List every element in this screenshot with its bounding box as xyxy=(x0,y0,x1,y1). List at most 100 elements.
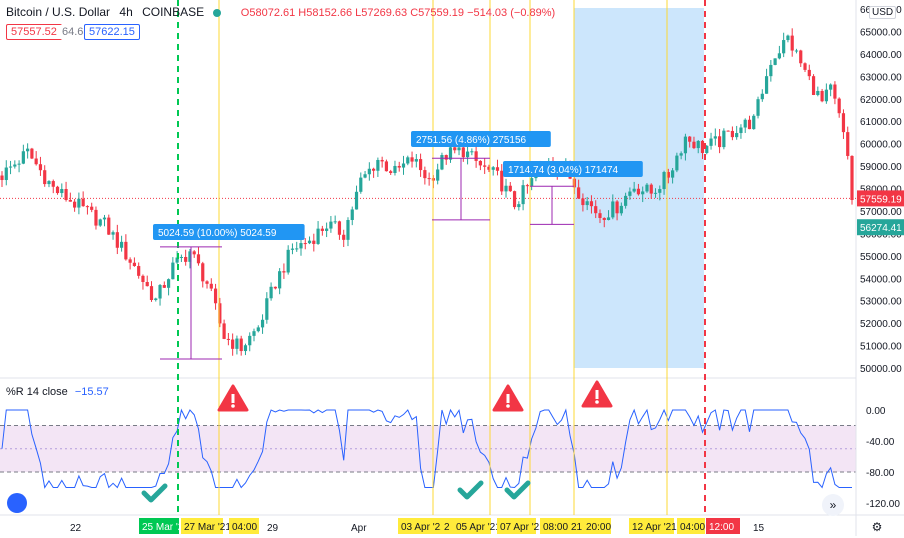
candle-body xyxy=(628,191,632,196)
candle-body xyxy=(615,201,619,214)
candle-body xyxy=(487,166,491,170)
candle-body xyxy=(218,303,222,324)
candle-body xyxy=(726,130,730,132)
candle-body xyxy=(581,198,585,206)
candle-body xyxy=(799,50,803,64)
candle-body xyxy=(13,164,17,167)
price-tick-label: 51000.00 xyxy=(860,342,902,353)
candle-body xyxy=(577,187,581,199)
warning-icon-dot xyxy=(595,400,599,404)
candle-body xyxy=(316,228,320,244)
scroll-to-realtime-icon[interactable]: » xyxy=(822,494,844,516)
candle-body xyxy=(649,184,653,194)
measure-label: 2751.56 (4.86%) 275156 xyxy=(416,135,527,146)
candle-body xyxy=(594,206,598,214)
candle-body xyxy=(149,286,154,301)
candle-body xyxy=(213,288,218,304)
candle-body xyxy=(760,93,764,100)
time-highlight-box xyxy=(229,518,259,534)
candle-body xyxy=(747,119,752,130)
candle-body xyxy=(406,157,410,164)
candle-body xyxy=(713,136,717,139)
candle-body xyxy=(290,248,295,250)
candle-body xyxy=(166,279,171,288)
warning-icon-bar xyxy=(506,394,510,403)
candle-body xyxy=(624,195,628,206)
candle-body xyxy=(397,165,401,168)
time-highlight-label: 03 Apr '21 xyxy=(401,522,446,533)
candle-body xyxy=(453,147,457,151)
candle-body xyxy=(312,240,316,244)
currency-label[interactable]: USD xyxy=(869,6,897,19)
candle-body xyxy=(602,217,606,221)
candle-body xyxy=(436,169,440,181)
candle-body xyxy=(154,298,158,301)
wr-tick-label: -80.00 xyxy=(866,468,895,479)
candle-body xyxy=(777,53,781,59)
candle-body xyxy=(73,201,77,208)
candle-body xyxy=(414,159,418,162)
candle-body xyxy=(30,148,34,159)
candle-body xyxy=(457,147,461,151)
candle-body xyxy=(418,159,423,171)
tradingview-logo-icon[interactable] xyxy=(7,493,27,513)
warning-icon-dot xyxy=(231,404,235,408)
price-tick-label: 58000.00 xyxy=(860,185,902,196)
ask-price[interactable]: 57622.15 xyxy=(84,24,140,40)
time-highlight-label: 04:00 xyxy=(680,522,705,533)
price-tick-label: 65000.00 xyxy=(860,27,902,38)
time-highlight-label: 27 Mar '21 xyxy=(184,522,231,533)
time-highlight-box xyxy=(583,518,611,534)
bid-price[interactable]: 57557.52 xyxy=(6,24,62,40)
candle-body xyxy=(850,155,854,201)
candle-body xyxy=(171,262,175,280)
candle-body xyxy=(393,165,397,174)
indicator-value: −15.57 xyxy=(74,386,109,398)
candle-body xyxy=(98,219,102,226)
candle-body xyxy=(51,181,55,187)
candle-body xyxy=(115,232,119,248)
candle-body xyxy=(508,185,512,192)
time-tick-label: 15 xyxy=(753,523,765,534)
interval-label[interactable]: 4h xyxy=(119,5,133,19)
candle-body xyxy=(786,35,790,41)
candle-body xyxy=(192,251,196,255)
candle-body xyxy=(837,98,841,114)
time-highlight-box xyxy=(706,518,740,534)
candle-body xyxy=(653,192,658,194)
candle-body xyxy=(243,345,248,352)
candle-body xyxy=(231,339,235,349)
candle-body xyxy=(346,219,350,240)
price-tick-label: 54000.00 xyxy=(860,274,902,285)
candle-body xyxy=(256,327,260,332)
candle-body xyxy=(730,130,735,138)
candle-body xyxy=(26,148,30,152)
candle-body xyxy=(448,147,453,160)
measure-label: 1714.74 (3.04%) 171474 xyxy=(508,165,619,176)
settings-gear-icon[interactable]: ⚙ xyxy=(871,520,883,534)
indicator-legend[interactable]: %R 14 close −15.57 xyxy=(6,386,109,398)
candle-body xyxy=(504,185,508,192)
check-icon xyxy=(504,480,531,500)
wr-tick-label: -40.00 xyxy=(866,437,895,448)
price-tick-label: 52000.00 xyxy=(860,319,902,330)
candle-body xyxy=(440,155,444,170)
candle-body xyxy=(350,209,354,220)
price-axis: 66000.0065000.0064000.0063000.0062000.00… xyxy=(857,5,904,510)
symbol-name[interactable]: Bitcoin / U.S. Dollar xyxy=(6,5,111,19)
candle-body xyxy=(38,164,43,171)
candle-body xyxy=(478,160,482,166)
time-highlight-box xyxy=(139,518,179,534)
time-highlight-label: 21 xyxy=(571,522,583,533)
candle-body xyxy=(111,232,115,235)
wr-line xyxy=(1,408,852,489)
candle-body xyxy=(137,266,141,276)
candle-body xyxy=(119,241,124,248)
price-tick-label: 53000.00 xyxy=(860,297,902,308)
candlestick-series xyxy=(0,28,854,356)
time-highlight-label: 08:00 xyxy=(543,522,568,533)
time-highlight-box xyxy=(629,518,674,534)
